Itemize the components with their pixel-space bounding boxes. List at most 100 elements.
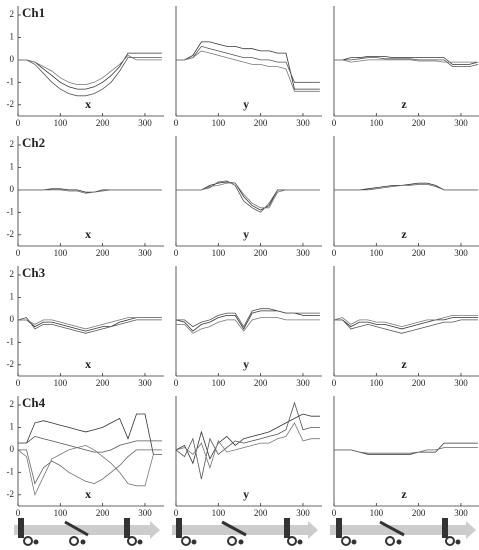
series-line [334, 59, 478, 63]
arrow [14, 521, 160, 539]
x-tick-label: 0 [16, 118, 21, 128]
x-axis-label: z [401, 487, 407, 501]
x-tick-label: 100 [54, 248, 68, 258]
panel-title: Ch3 [22, 265, 46, 280]
x-tick-label: 200 [96, 118, 110, 128]
x-tick-label: 100 [54, 378, 68, 388]
series-line [175, 413, 320, 465]
x-tick-label: 300 [296, 378, 310, 388]
y-tick-label: 0 [10, 314, 15, 324]
x-axis-label: y [243, 357, 249, 371]
series-line [334, 317, 478, 330]
panel-title: Ch4 [22, 395, 46, 410]
x-tick-label: 100 [54, 118, 68, 128]
series-line [176, 50, 320, 92]
x-tick-label: 0 [332, 508, 337, 518]
x-tick-label: 0 [174, 248, 179, 258]
x-tick-label: 200 [412, 118, 426, 128]
y-tick-label: -1 [7, 206, 15, 216]
x-tick-label: 300 [296, 508, 310, 518]
panel-title: Ch2 [22, 135, 45, 150]
x-tick-label: 300 [296, 248, 310, 258]
panel-title: Ch1 [22, 5, 45, 20]
x-tick-label: 200 [412, 508, 426, 518]
panel: 0 100 200 300 y [174, 136, 322, 258]
x-tick-label: 100 [370, 378, 384, 388]
panel: 0 100 200 300 -2 -1 0 1 2 Ch2 x [7, 135, 164, 258]
y-tick-label: -2 [7, 229, 15, 239]
x-tick-label: 0 [16, 508, 21, 518]
series-line [18, 188, 162, 193]
panel: 0 100 200 300 z [332, 396, 479, 518]
x-tick-label: 300 [296, 118, 310, 128]
series-line [176, 41, 320, 90]
panel: 0 100 200 300 y [174, 396, 322, 518]
x-tick-label: 0 [174, 508, 179, 518]
series-line [18, 317, 162, 330]
series-line [334, 319, 478, 334]
x-axis-label: x [85, 227, 91, 241]
series-line [176, 317, 320, 334]
y-tick-label: 2 [10, 9, 15, 19]
x-tick-label: 0 [16, 248, 21, 258]
y-tick-label: 1 [10, 31, 15, 41]
y-tick-label: 1 [10, 421, 15, 431]
y-tick-label: 0 [10, 54, 15, 64]
series-line [176, 182, 320, 209]
x-tick-label: 300 [454, 508, 468, 518]
series-line [334, 182, 478, 191]
y-tick-label: 1 [10, 291, 15, 301]
x-tick-label: 300 [138, 378, 152, 388]
arrow [330, 521, 476, 539]
series-line [334, 447, 478, 454]
x-axis-label: x [85, 97, 91, 111]
x-tick-label: 200 [96, 378, 110, 388]
y-tick-label: -1 [7, 76, 15, 86]
series-line [334, 442, 478, 455]
series-line [18, 413, 162, 455]
x-axis-label: y [243, 97, 249, 111]
panel: 0 100 200 300 z [332, 136, 479, 258]
series-line [334, 183, 478, 191]
panel: 0 100 200 300 z [332, 6, 479, 128]
panel: 0 100 200 300 -2 -1 0 1 2 Ch4 x [7, 395, 164, 518]
x-axis-label: z [401, 97, 407, 111]
arrow [172, 521, 318, 539]
panel: 0 100 200 300 y [174, 6, 322, 128]
x-axis-label: x [85, 357, 91, 371]
series-line [18, 189, 162, 194]
series-line [175, 401, 320, 480]
y-tick-label: -2 [7, 359, 15, 369]
y-tick-label: -2 [7, 99, 15, 109]
wheelchair-icons [18, 518, 461, 546]
y-tick-label: -2 [7, 489, 15, 499]
series-line [333, 315, 478, 328]
x-tick-label: 100 [212, 248, 226, 258]
x-tick-label: 200 [254, 248, 268, 258]
x-tick-label: 200 [254, 508, 268, 518]
x-tick-label: 200 [254, 118, 268, 128]
x-tick-label: 100 [212, 378, 226, 388]
y-tick-label: 2 [10, 139, 15, 149]
y-tick-label: -1 [7, 466, 15, 476]
x-tick-label: 200 [412, 248, 426, 258]
x-tick-label: 300 [454, 378, 468, 388]
x-tick-label: 200 [96, 508, 110, 518]
x-axis-label: x [85, 487, 91, 501]
series-line [334, 57, 479, 67]
x-tick-label: 300 [454, 118, 468, 128]
x-tick-label: 300 [138, 248, 152, 258]
x-tick-label: 100 [54, 508, 68, 518]
x-tick-label: 0 [174, 378, 179, 388]
series-line [18, 57, 162, 97]
x-tick-label: 200 [254, 378, 268, 388]
motion-illustration [14, 518, 476, 546]
series-line [176, 308, 320, 328]
x-tick-label: 200 [96, 248, 110, 258]
series-line [176, 180, 320, 213]
x-tick-label: 300 [454, 248, 468, 258]
x-tick-label: 0 [332, 378, 337, 388]
panel: 0 100 200 300 -2 -1 0 1 2 Ch1 x [7, 5, 164, 128]
